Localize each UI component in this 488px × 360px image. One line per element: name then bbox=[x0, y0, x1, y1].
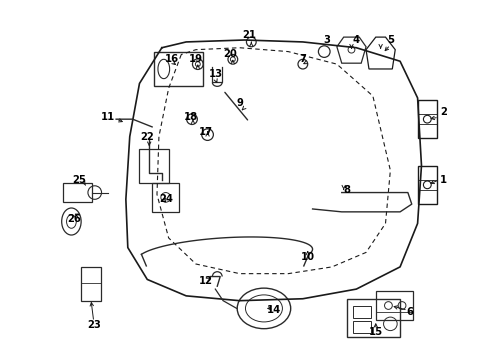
Text: 16: 16 bbox=[164, 54, 178, 64]
Text: 23: 23 bbox=[87, 320, 101, 330]
Bar bbox=[417, 166, 436, 204]
Text: 22: 22 bbox=[140, 131, 154, 141]
Text: 4: 4 bbox=[352, 35, 359, 45]
Text: 1: 1 bbox=[439, 175, 447, 185]
Text: 19: 19 bbox=[188, 54, 203, 64]
Text: 7: 7 bbox=[299, 54, 305, 64]
Bar bbox=[62, 183, 92, 202]
Text: 10: 10 bbox=[300, 252, 314, 262]
Text: 13: 13 bbox=[208, 69, 222, 79]
Text: 12: 12 bbox=[198, 276, 212, 286]
Bar bbox=[346, 299, 399, 337]
Text: 6: 6 bbox=[406, 307, 412, 317]
Bar bbox=[353, 306, 370, 318]
Bar bbox=[152, 183, 179, 212]
Bar bbox=[154, 51, 202, 86]
Text: 9: 9 bbox=[236, 98, 243, 108]
Bar bbox=[139, 149, 168, 183]
Text: 8: 8 bbox=[343, 185, 349, 195]
Bar bbox=[353, 321, 370, 333]
Bar bbox=[375, 291, 412, 320]
Text: 15: 15 bbox=[368, 327, 382, 337]
Bar bbox=[417, 100, 436, 139]
Text: 3: 3 bbox=[323, 35, 330, 45]
Text: 18: 18 bbox=[183, 112, 198, 122]
Text: 5: 5 bbox=[386, 35, 393, 45]
Bar bbox=[81, 267, 101, 301]
Text: 24: 24 bbox=[160, 194, 173, 204]
Text: 2: 2 bbox=[440, 107, 447, 117]
Text: 25: 25 bbox=[72, 175, 86, 185]
Text: 11: 11 bbox=[101, 112, 115, 122]
Text: 20: 20 bbox=[223, 49, 236, 59]
Text: 26: 26 bbox=[67, 213, 81, 224]
Text: 17: 17 bbox=[198, 127, 212, 137]
Text: 14: 14 bbox=[266, 305, 280, 315]
Text: 21: 21 bbox=[242, 30, 256, 40]
